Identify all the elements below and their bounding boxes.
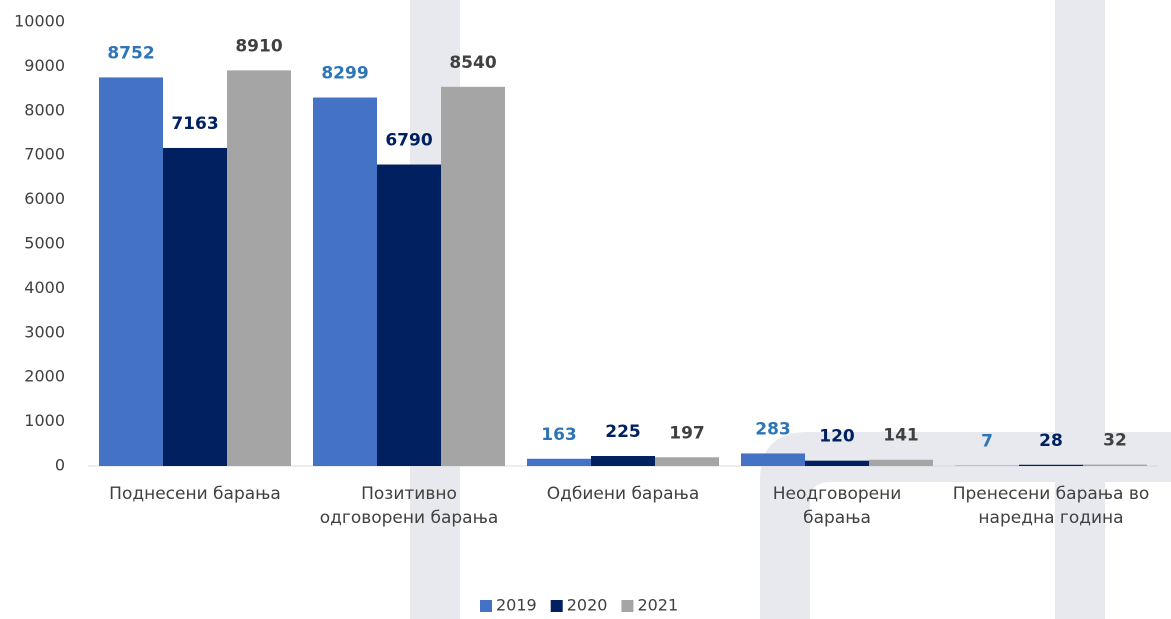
- x-tick-label: Пренесени барања во наредна година: [952, 484, 1150, 528]
- bar: [527, 458, 591, 466]
- value-label: 28: [1039, 431, 1063, 451]
- legend-swatch: [550, 600, 563, 612]
- value-label: 8299: [321, 64, 368, 84]
- bar: [163, 147, 227, 466]
- value-label: 197: [669, 423, 705, 443]
- legend-label: 2020: [567, 596, 608, 615]
- value-label: 8752: [107, 43, 154, 63]
- value-label: 120: [819, 427, 855, 447]
- legend-swatch: [621, 600, 634, 612]
- value-label: 8910: [235, 36, 282, 56]
- bar: [377, 164, 441, 467]
- y-tick-label: 1000: [24, 411, 65, 430]
- legend-label: 2021: [637, 596, 678, 615]
- legend-label: 2019: [496, 596, 537, 615]
- y-tick-label: 8000: [24, 100, 65, 119]
- x-tick-label: Неодговорени барања: [772, 484, 902, 528]
- bar: [655, 457, 719, 466]
- value-label: 141: [883, 426, 919, 446]
- y-tick-label: 0: [55, 456, 65, 475]
- bar: [805, 460, 869, 466]
- y-tick-label: 2000: [24, 367, 65, 386]
- bar: [441, 86, 505, 466]
- bar: [227, 70, 291, 467]
- bar: [741, 453, 805, 466]
- x-tick-label: Одбиени барања: [546, 484, 700, 504]
- bar: [99, 77, 163, 467]
- value-label: 32: [1103, 431, 1127, 451]
- value-label: 8540: [449, 53, 496, 73]
- value-label: 163: [541, 425, 577, 445]
- y-tick-label: 9000: [24, 56, 65, 75]
- x-tick-label: Поднесени барања: [109, 484, 281, 504]
- bar: [313, 97, 377, 466]
- legend-swatch: [480, 600, 492, 612]
- y-tick-label: 6000: [24, 189, 65, 208]
- bar: [869, 459, 933, 466]
- x-tick-label: Позитивно одговорени барања: [319, 484, 499, 528]
- value-label: 283: [755, 419, 791, 439]
- value-label: 6790: [385, 131, 432, 151]
- value-label: 225: [605, 422, 641, 442]
- y-tick-label: 7000: [24, 145, 65, 164]
- y-tick-label: 5000: [24, 234, 65, 253]
- bar: [1019, 464, 1083, 466]
- y-tick-label: 4000: [24, 278, 65, 297]
- bar: [591, 456, 655, 466]
- bar: [1083, 464, 1147, 466]
- y-tick-label: 3000: [24, 322, 65, 341]
- value-label: 7: [981, 432, 993, 452]
- value-label: 7163: [171, 114, 218, 134]
- y-tick-label: 10000: [14, 12, 65, 31]
